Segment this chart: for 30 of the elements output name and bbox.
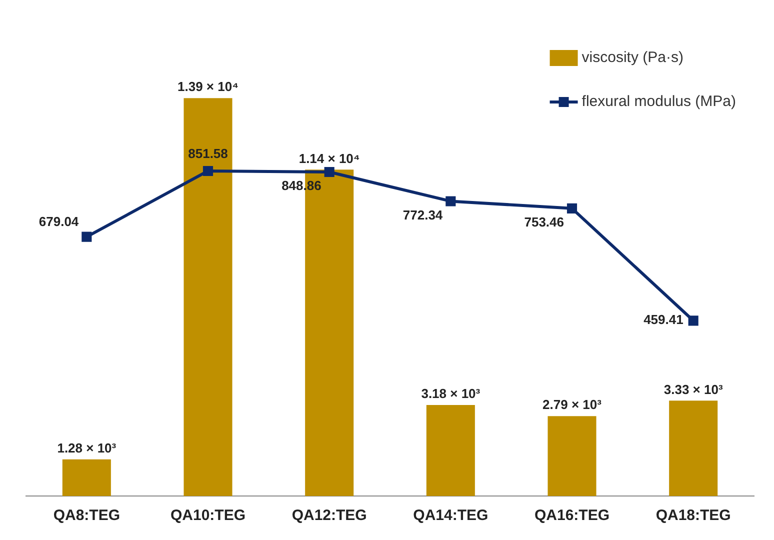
- data-label: 3.33 × 10³: [664, 382, 724, 397]
- legend-label: flexural modulus (MPa): [582, 93, 736, 110]
- data-label: 679.04: [38, 214, 80, 229]
- bar: [62, 459, 111, 496]
- x-tick-label: QA10:TEG: [170, 507, 246, 524]
- point: [688, 316, 698, 326]
- x-tick-label: QA14:TEG: [413, 507, 488, 524]
- bar: [669, 400, 718, 496]
- data-label: 1.14 × 10⁴: [298, 150, 360, 166]
- data-label: 1.28 × 10³: [57, 440, 117, 456]
- data-label: 1.39 × 10⁴: [177, 79, 239, 94]
- x-tick-label: QA12:TEG: [292, 507, 367, 524]
- bar: [548, 416, 596, 496]
- point: [324, 166, 334, 178]
- x-tick-label: QA16:TEG: [534, 507, 610, 524]
- point: [82, 232, 92, 242]
- bar: [426, 404, 475, 496]
- legend-label: viscosity (Pa·s): [582, 49, 684, 66]
- data-label: 772.34: [402, 207, 444, 222]
- x-tick-label: QA8:TEG: [53, 507, 120, 524]
- point: [566, 203, 578, 214]
- data-label: 851.58: [188, 146, 228, 162]
- point: [202, 166, 214, 176]
- data-label: 459.41: [644, 312, 684, 328]
- x-tick-label: QA18:TEG: [656, 507, 731, 524]
- data-label: 753.46: [524, 214, 564, 230]
- point: [446, 196, 456, 206]
- data-label: 3.18 × 10³: [421, 386, 481, 402]
- bar: [184, 98, 232, 496]
- data-label: 2.79 × 10³: [542, 397, 602, 412]
